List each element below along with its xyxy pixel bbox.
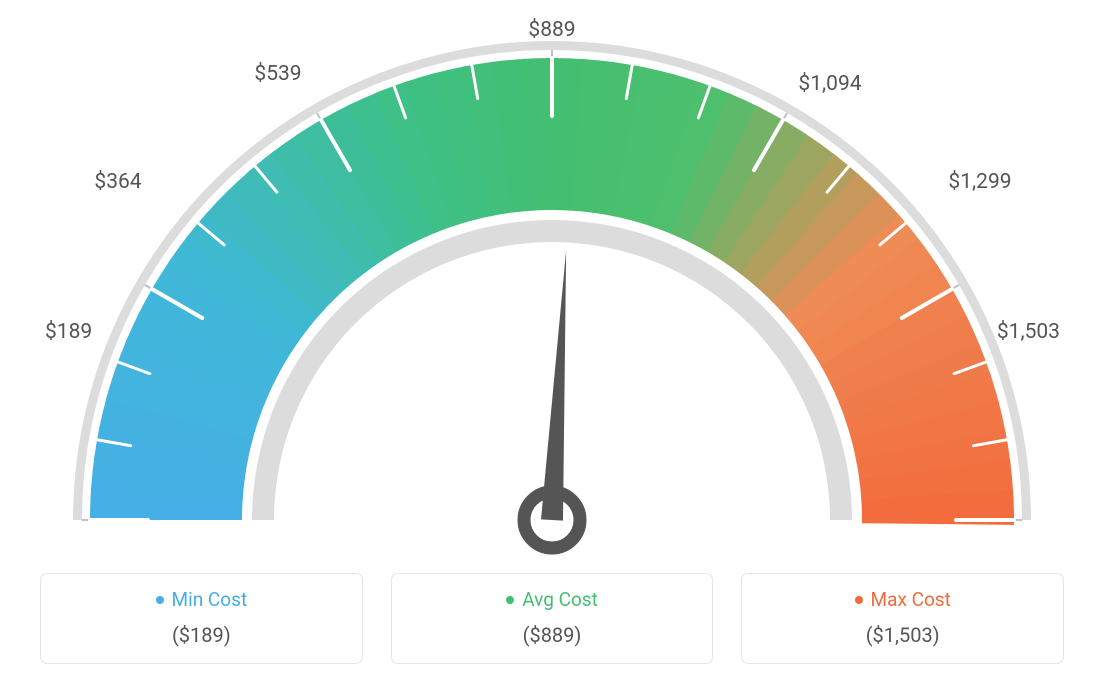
gauge-tick-label: $1,503 <box>997 320 1060 344</box>
gauge-svg <box>0 0 1104 560</box>
avg-dot-icon <box>506 596 514 604</box>
avg-cost-card: Avg Cost ($889) <box>391 573 714 664</box>
gauge-tick-label: $1,094 <box>798 72 861 96</box>
avg-cost-value: ($889) <box>402 623 703 647</box>
min-cost-label: Min Cost <box>172 588 248 611</box>
gauge: $189 $364 $539 $889 $1,094 $1,299 $1,503 <box>0 0 1104 560</box>
summary-cards: Min Cost ($189) Avg Cost ($889) Max Cost… <box>40 573 1064 664</box>
max-cost-card: Max Cost ($1,503) <box>741 573 1064 664</box>
min-cost-title: Min Cost <box>156 588 248 611</box>
gauge-tick-label: $189 <box>45 320 92 344</box>
gauge-tick-label: $364 <box>94 170 141 194</box>
gauge-tick-label: $539 <box>254 62 301 86</box>
chart-container: $189 $364 $539 $889 $1,094 $1,299 $1,503 Min C… <box>0 0 1104 690</box>
avg-cost-label: Avg Cost <box>522 588 598 611</box>
max-dot-icon <box>855 596 863 604</box>
avg-cost-title: Avg Cost <box>506 588 598 611</box>
max-cost-title: Max Cost <box>855 588 951 611</box>
gauge-tick-label: $1,299 <box>948 170 1011 194</box>
gauge-tick-label: $889 <box>528 18 575 42</box>
min-cost-card: Min Cost ($189) <box>40 573 363 664</box>
min-cost-value: ($189) <box>51 623 352 647</box>
max-cost-label: Max Cost <box>871 588 951 611</box>
max-cost-value: ($1,503) <box>752 623 1053 647</box>
min-dot-icon <box>156 596 164 604</box>
